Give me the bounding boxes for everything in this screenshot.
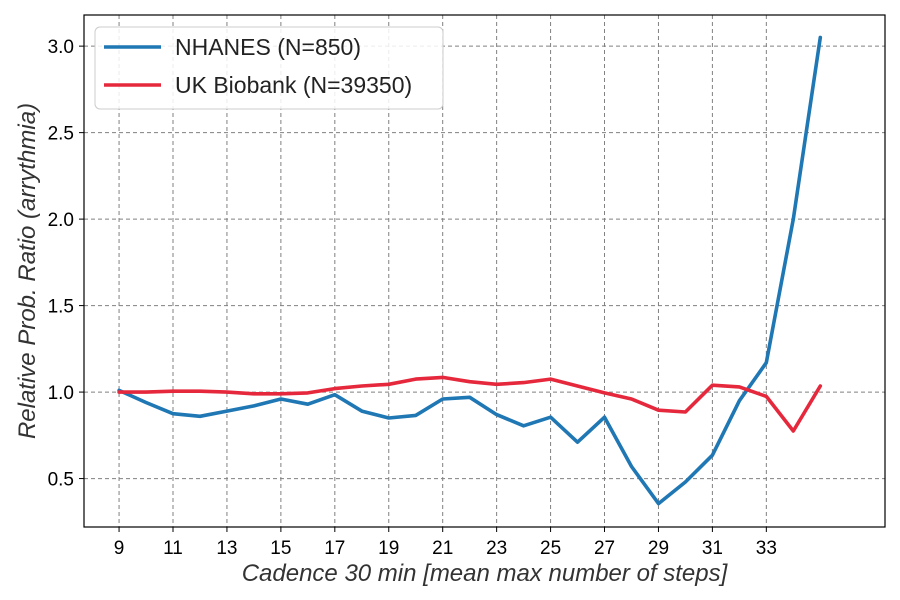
y-tick-label: 1.0 [48,383,74,404]
x-tick-label: 23 [486,538,507,559]
x-tick-label: 27 [594,538,615,559]
y-tick-label: 3.0 [48,37,74,58]
legend: NHANES (N=850) UK Biobank (N=39350) [94,26,444,110]
legend-label: NHANES (N=850) [175,34,361,60]
x-axis-label: Cadence 30 min [mean max number of steps… [242,560,729,587]
y-tick-label: 1.5 [48,297,74,318]
series-line-0 [117,35,823,506]
y-tick-label: 2.5 [48,124,74,145]
x-tick-label: 33 [756,538,777,559]
axis-ticks: 9 11 13 15 17 19 21 23 25 27 29 31 33 0.5 1.0 1.5 2.0 2.5… [48,37,777,559]
x-tick-label: 9 [114,538,125,559]
series-layer [117,35,823,506]
legend-box [94,26,444,110]
x-tick-label: 29 [648,538,669,559]
plot-frame [83,14,886,528]
x-tick-label: 21 [432,538,453,559]
x-tick-label: 25 [540,538,561,559]
series-line-1 [117,375,823,433]
x-tick-label: 11 [163,538,183,559]
x-tick-label: 17 [324,538,345,559]
y-tick-label: 2.0 [48,210,74,231]
y-tick-label: 0.5 [48,470,74,491]
x-tick-label: 31 [702,538,723,559]
x-tick-label: 13 [216,538,237,559]
legend-label: UK Biobank (N=39350) [175,72,412,98]
x-tick-label: 19 [378,538,399,559]
x-tick-label: 15 [270,538,291,559]
y-axis-label: Relative Prob. Ratio (arrythmia) [14,103,41,439]
